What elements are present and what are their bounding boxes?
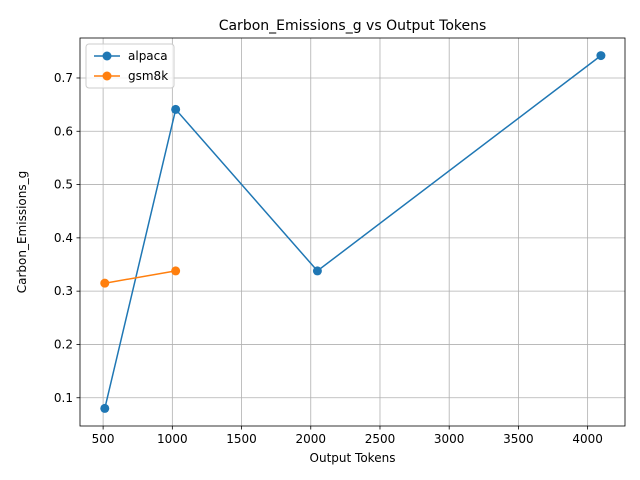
x-tick-label: 2500	[365, 432, 396, 446]
y-tick-label: 0.6	[54, 124, 73, 138]
x-tick-label: 4000	[572, 432, 603, 446]
legend-label: gsm8k	[128, 69, 168, 83]
y-tick-label: 0.3	[54, 284, 73, 298]
legend-item-gsm8k: gsm8k	[94, 69, 168, 83]
legend-marker	[102, 71, 112, 81]
y-tick-label: 0.5	[54, 178, 73, 192]
data-point	[171, 104, 181, 114]
y-tick-label: 0.2	[54, 337, 73, 351]
data-point	[596, 51, 606, 61]
data-point	[171, 266, 181, 276]
series-line	[104, 270, 176, 284]
x-tick-label: 500	[92, 432, 115, 446]
data-series	[100, 51, 606, 413]
legend-item-alpaca: alpaca	[94, 49, 168, 63]
y-tick-label: 0.4	[54, 231, 73, 245]
series-gsm8k	[100, 266, 181, 288]
gridlines	[80, 38, 625, 426]
legend-marker	[102, 51, 112, 61]
legend: alpaca gsm8k	[85, 43, 175, 89]
axis-ticks: 500 1000 1500 2000 2500 3000 3500 4000 0.1 0.2 0.3…	[54, 71, 603, 446]
plot-area-frame	[79, 37, 626, 427]
x-tick-label: 3500	[503, 432, 534, 446]
data-point	[100, 403, 110, 413]
x-axis-label: Output Tokens	[310, 451, 396, 465]
series-line	[104, 55, 602, 409]
y-tick-label: 0.7	[54, 71, 73, 85]
x-tick-label: 2000	[295, 432, 326, 446]
y-tick-label: 0.1	[54, 391, 73, 405]
series-alpaca	[100, 51, 606, 413]
y-axis-label: Carbon_Emissions_g	[15, 171, 29, 294]
x-tick-label: 3000	[434, 432, 465, 446]
chart-title: Carbon_Emissions_g vs Output Tokens	[219, 18, 487, 34]
x-tick-label: 1500	[226, 432, 257, 446]
data-point	[100, 278, 110, 288]
legend-label: alpaca	[128, 49, 168, 63]
x-tick-label: 1000	[157, 432, 188, 446]
data-point	[312, 266, 322, 276]
